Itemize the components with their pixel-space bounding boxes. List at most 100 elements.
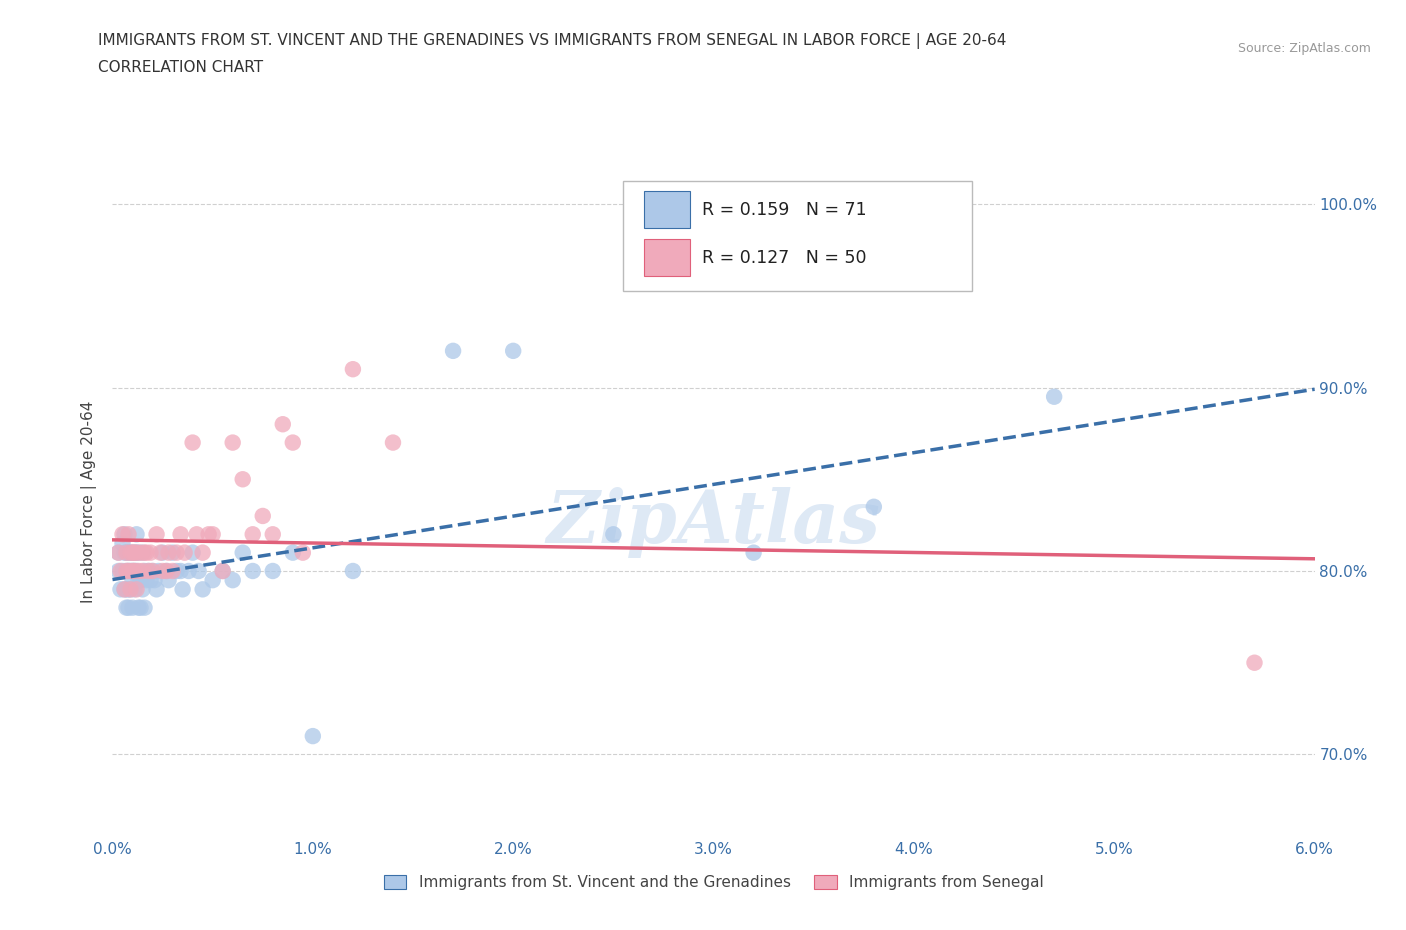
- Point: [155, 564, 177, 578]
- Point: [602, 527, 624, 542]
- Text: R = 0.159   N = 71: R = 0.159 N = 71: [702, 201, 866, 219]
- Point: [262, 527, 284, 542]
- Point: [342, 564, 364, 578]
- Point: [135, 573, 157, 588]
- Point: [131, 582, 153, 597]
- Point: [166, 564, 188, 578]
- Point: [157, 573, 180, 588]
- Point: [302, 729, 325, 744]
- Point: [128, 600, 150, 615]
- Point: [141, 564, 163, 578]
- Point: [1243, 656, 1265, 671]
- Point: [222, 573, 245, 588]
- Point: [121, 600, 143, 615]
- Y-axis label: In Labor Force | Age 20-64: In Labor Force | Age 20-64: [80, 401, 97, 604]
- Point: [115, 564, 138, 578]
- Point: [242, 564, 264, 578]
- Point: [157, 545, 180, 560]
- Point: [197, 527, 219, 542]
- Point: [173, 545, 195, 560]
- Point: [145, 582, 167, 597]
- Point: [117, 564, 139, 578]
- Point: [120, 545, 142, 560]
- Point: [117, 582, 139, 597]
- Point: [114, 545, 136, 560]
- Point: [382, 435, 405, 450]
- Text: IMMIGRANTS FROM ST. VINCENT AND THE GRENADINES VS IMMIGRANTS FROM SENEGAL IN LAB: IMMIGRANTS FROM ST. VINCENT AND THE GREN…: [98, 33, 1007, 48]
- Point: [124, 564, 146, 578]
- Point: [120, 545, 142, 560]
- Bar: [644, 192, 689, 228]
- Point: [125, 545, 148, 560]
- Point: [117, 564, 139, 578]
- Point: [124, 545, 146, 560]
- Point: [211, 564, 233, 578]
- Point: [129, 573, 152, 588]
- Point: [128, 545, 150, 560]
- Point: [117, 527, 139, 542]
- Point: [107, 564, 129, 578]
- Point: [110, 582, 132, 597]
- Point: [134, 545, 156, 560]
- Point: [166, 545, 188, 560]
- Text: CORRELATION CHART: CORRELATION CHART: [98, 60, 263, 75]
- Point: [271, 417, 294, 432]
- Point: [148, 564, 170, 578]
- Point: [281, 435, 304, 450]
- Point: [181, 545, 204, 560]
- Point: [291, 545, 314, 560]
- Point: [441, 343, 464, 358]
- Point: [1043, 390, 1066, 405]
- Point: [124, 564, 146, 578]
- Point: [201, 527, 224, 542]
- Point: [111, 564, 134, 578]
- Point: [342, 362, 364, 377]
- Point: [120, 582, 142, 597]
- Point: [121, 564, 143, 578]
- Point: [117, 545, 139, 560]
- Point: [181, 435, 204, 450]
- Point: [125, 564, 148, 578]
- Point: [114, 527, 136, 542]
- Point: [242, 527, 264, 542]
- Point: [141, 564, 163, 578]
- Text: ZipAtlas: ZipAtlas: [547, 486, 880, 558]
- Point: [115, 582, 138, 597]
- Point: [169, 564, 191, 578]
- Point: [117, 600, 139, 615]
- Point: [262, 564, 284, 578]
- Point: [152, 564, 174, 578]
- Point: [124, 545, 146, 560]
- Point: [111, 527, 134, 542]
- Point: [742, 545, 765, 560]
- Point: [139, 545, 162, 560]
- Point: [862, 499, 886, 514]
- Point: [115, 545, 138, 560]
- Point: [172, 582, 194, 597]
- Point: [281, 545, 304, 560]
- Point: [138, 564, 160, 578]
- Point: [121, 573, 143, 588]
- Point: [121, 564, 143, 578]
- Point: [134, 564, 156, 578]
- Point: [114, 582, 136, 597]
- Point: [187, 564, 209, 578]
- Point: [124, 582, 146, 597]
- Bar: [644, 239, 689, 276]
- Point: [201, 573, 224, 588]
- Point: [177, 564, 200, 578]
- Text: R = 0.127   N = 50: R = 0.127 N = 50: [702, 249, 866, 267]
- Point: [145, 527, 167, 542]
- Point: [121, 545, 143, 560]
- Point: [107, 545, 129, 560]
- Point: [125, 582, 148, 597]
- Point: [232, 545, 254, 560]
- FancyBboxPatch shape: [623, 180, 972, 291]
- Point: [169, 527, 191, 542]
- Point: [149, 545, 172, 560]
- Point: [125, 527, 148, 542]
- Point: [155, 564, 177, 578]
- Point: [252, 509, 274, 524]
- Point: [120, 582, 142, 597]
- Point: [107, 545, 129, 560]
